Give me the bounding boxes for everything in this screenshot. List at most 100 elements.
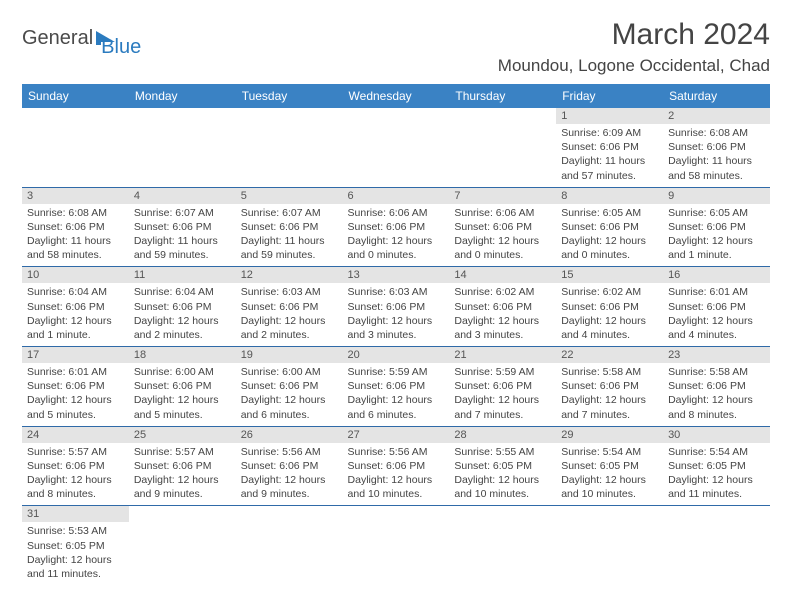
day-sunrise: Sunrise: 6:02 AM [454, 285, 551, 299]
day-body: Sunrise: 6:04 AMSunset: 6:06 PMDaylight:… [22, 283, 129, 346]
day-body: Sunrise: 6:09 AMSunset: 6:06 PMDaylight:… [556, 124, 663, 187]
day-number: 31 [22, 506, 129, 522]
day-sunrise: Sunrise: 5:59 AM [454, 365, 551, 379]
day-sunrise: Sunrise: 6:05 AM [668, 206, 765, 220]
day-sunset: Sunset: 6:06 PM [561, 220, 658, 234]
month-title: March 2024 [498, 18, 770, 52]
day-sunset: Sunset: 6:06 PM [348, 379, 445, 393]
day-daylight: Daylight: 12 hours and 1 minute. [668, 234, 765, 262]
day-number: 15 [556, 267, 663, 283]
day-daylight: Daylight: 12 hours and 11 minutes. [27, 553, 124, 581]
day-sunset: Sunset: 6:06 PM [348, 459, 445, 473]
calendar-week-row: 24Sunrise: 5:57 AMSunset: 6:06 PMDayligh… [22, 426, 770, 506]
calendar-day-cell: 13Sunrise: 6:03 AMSunset: 6:06 PMDayligh… [343, 267, 450, 347]
day-sunrise: Sunrise: 6:01 AM [27, 365, 124, 379]
weekday-header: Saturday [663, 84, 770, 108]
day-sunrise: Sunrise: 6:06 AM [454, 206, 551, 220]
day-number: 13 [343, 267, 450, 283]
day-body: Sunrise: 6:05 AMSunset: 6:06 PMDaylight:… [663, 204, 770, 267]
day-number: 28 [449, 427, 556, 443]
day-body: Sunrise: 6:06 AMSunset: 6:06 PMDaylight:… [343, 204, 450, 267]
logo-text-blue: Blue [101, 36, 141, 59]
day-daylight: Daylight: 12 hours and 7 minutes. [561, 393, 658, 421]
day-number: 27 [343, 427, 450, 443]
day-number: 29 [556, 427, 663, 443]
day-number: 16 [663, 267, 770, 283]
calendar-day-cell: 28 Sunrise: 5:55 AMSunset: 6:05 PMDayligh… [449, 426, 556, 506]
day-daylight: Daylight: 12 hours and 4 minutes. [668, 314, 765, 342]
day-body: Sunrise: 6:03 AMSunset: 6:06 PMDaylight:… [343, 283, 450, 346]
calendar-day-cell: 12Sunrise: 6:03 AMSunset: 6:06 PMDayligh… [236, 267, 343, 347]
calendar-day-cell: 17Sunrise: 6:01 AMSunset: 6:06 PMDayligh… [22, 347, 129, 427]
calendar-day-cell: 19Sunrise: 6:00 AMSunset: 6:06 PMDayligh… [236, 347, 343, 427]
day-body: Sunrise: 6:01 AMSunset: 6:06 PMDaylight:… [22, 363, 129, 426]
day-daylight: Daylight: 11 hours and 59 minutes. [134, 234, 231, 262]
day-sunset: Sunset: 6:06 PM [27, 459, 124, 473]
day-daylight: Daylight: 12 hours and 10 minutes. [454, 473, 551, 501]
calendar-day-cell: 1Sunrise: 6:09 AMSunset: 6:06 PMDaylight… [556, 108, 663, 187]
logo: General Blue [22, 18, 141, 59]
weekday-header-row: Sunday Monday Tuesday Wednesday Thursday… [22, 84, 770, 108]
day-daylight: Daylight: 11 hours and 58 minutes. [27, 234, 124, 262]
day-number: 2 [663, 108, 770, 124]
day-body: Sunrise: 5:56 AMSunset: 6:06 PMDaylight:… [236, 443, 343, 506]
day-sunrise: Sunrise: 6:07 AM [134, 206, 231, 220]
day-number: 7 [449, 188, 556, 204]
day-body: Sunrise: 5:54 AMSunset: 6:05 PMDaylight:… [663, 443, 770, 506]
day-daylight: Daylight: 11 hours and 58 minutes. [668, 154, 765, 182]
day-daylight: Daylight: 12 hours and 2 minutes. [134, 314, 231, 342]
day-number: 11 [129, 267, 236, 283]
calendar-day-cell [449, 108, 556, 187]
day-sunset: Sunset: 6:05 PM [454, 459, 551, 473]
calendar-day-cell: 29Sunrise: 5:54 AMSunset: 6:05 PMDayligh… [556, 426, 663, 506]
day-daylight: Daylight: 12 hours and 10 minutes. [561, 473, 658, 501]
calendar-day-cell: 7Sunrise: 6:06 AMSunset: 6:06 PMDaylight… [449, 187, 556, 267]
calendar-day-cell [556, 506, 663, 585]
weekday-header: Tuesday [236, 84, 343, 108]
day-sunrise: Sunrise: 5:55 AM [454, 445, 551, 459]
day-daylight: Daylight: 11 hours and 57 minutes. [561, 154, 658, 182]
day-sunrise: Sunrise: 5:54 AM [668, 445, 765, 459]
day-daylight: Daylight: 12 hours and 6 minutes. [241, 393, 338, 421]
day-sunrise: Sunrise: 5:56 AM [348, 445, 445, 459]
day-daylight: Daylight: 12 hours and 8 minutes. [668, 393, 765, 421]
day-sunrise: Sunrise: 6:06 AM [348, 206, 445, 220]
day-body: Sunrise: 6:00 AMSunset: 6:06 PMDaylight:… [236, 363, 343, 426]
day-sunrise: Sunrise: 6:00 AM [134, 365, 231, 379]
day-number: 24 [22, 427, 129, 443]
day-sunset: Sunset: 6:06 PM [348, 300, 445, 314]
day-number: 5 [236, 188, 343, 204]
day-daylight: Daylight: 12 hours and 5 minutes. [27, 393, 124, 421]
day-number: 10 [22, 267, 129, 283]
day-sunset: Sunset: 6:06 PM [668, 140, 765, 154]
day-sunset: Sunset: 6:06 PM [668, 379, 765, 393]
day-sunrise: Sunrise: 6:03 AM [241, 285, 338, 299]
calendar-day-cell: 24Sunrise: 5:57 AMSunset: 6:06 PMDayligh… [22, 426, 129, 506]
day-daylight: Daylight: 12 hours and 8 minutes. [27, 473, 124, 501]
day-body: Sunrise: 6:07 AMSunset: 6:06 PMDaylight:… [236, 204, 343, 267]
day-sunset: Sunset: 6:05 PM [561, 459, 658, 473]
day-body: Sunrise: 5:59 AMSunset: 6:06 PMDaylight:… [449, 363, 556, 426]
day-sunset: Sunset: 6:06 PM [27, 220, 124, 234]
day-sunrise: Sunrise: 6:09 AM [561, 126, 658, 140]
day-sunrise: Sunrise: 6:08 AM [668, 126, 765, 140]
day-body: Sunrise: 5:54 AMSunset: 6:05 PMDaylight:… [556, 443, 663, 506]
day-sunset: Sunset: 6:06 PM [27, 379, 124, 393]
day-sunset: Sunset: 6:06 PM [561, 140, 658, 154]
calendar-table: Sunday Monday Tuesday Wednesday Thursday… [22, 84, 770, 585]
day-sunset: Sunset: 6:06 PM [561, 379, 658, 393]
day-daylight: Daylight: 12 hours and 0 minutes. [454, 234, 551, 262]
day-daylight: Daylight: 12 hours and 9 minutes. [241, 473, 338, 501]
calendar-day-cell: 8Sunrise: 6:05 AMSunset: 6:06 PMDaylight… [556, 187, 663, 267]
day-number: 23 [663, 347, 770, 363]
day-number: 26 [236, 427, 343, 443]
weekday-header: Wednesday [343, 84, 450, 108]
day-sunset: Sunset: 6:06 PM [134, 379, 231, 393]
day-number: 30 [663, 427, 770, 443]
day-sunrise: Sunrise: 6:04 AM [134, 285, 231, 299]
calendar-day-cell: 11 Sunrise: 6:04 AMSunset: 6:06 PMDayligh… [129, 267, 236, 347]
day-body: Sunrise: 5:53 AMSunset: 6:05 PMDaylight:… [22, 522, 129, 585]
day-sunset: Sunset: 6:06 PM [134, 300, 231, 314]
day-daylight: Daylight: 12 hours and 0 minutes. [561, 234, 658, 262]
day-number: 19 [236, 347, 343, 363]
